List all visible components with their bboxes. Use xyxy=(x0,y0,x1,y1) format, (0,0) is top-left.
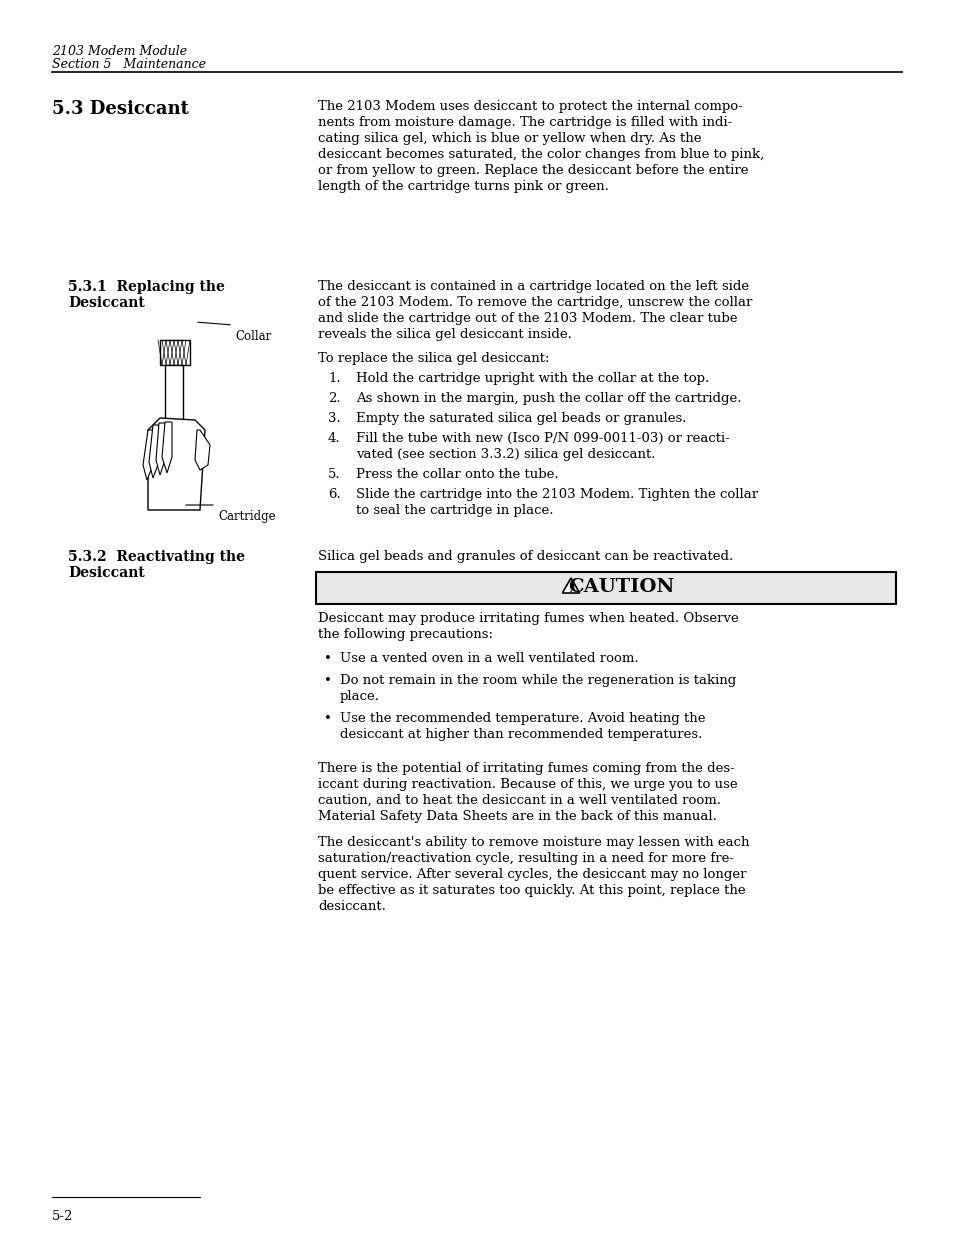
Text: and slide the cartridge out of the 2103 Modem. The clear tube: and slide the cartridge out of the 2103 … xyxy=(317,312,737,325)
Text: be effective as it saturates too quickly. At this point, replace the: be effective as it saturates too quickly… xyxy=(317,884,745,897)
Text: or from yellow to green. Replace the desiccant before the entire: or from yellow to green. Replace the des… xyxy=(317,164,748,177)
Text: 2.: 2. xyxy=(328,391,340,405)
Text: length of the cartridge turns pink or green.: length of the cartridge turns pink or gr… xyxy=(317,180,608,193)
Text: 5.3.1  Replacing the: 5.3.1 Replacing the xyxy=(68,280,225,294)
Polygon shape xyxy=(162,422,172,473)
Text: Fill the tube with new (Isco P/N 099-0011-03) or reacti-: Fill the tube with new (Isco P/N 099-001… xyxy=(355,432,729,445)
Text: Empty the saturated silica gel beads or granules.: Empty the saturated silica gel beads or … xyxy=(355,412,686,425)
Polygon shape xyxy=(194,430,210,471)
Text: Press the collar onto the tube.: Press the collar onto the tube. xyxy=(355,468,558,480)
Polygon shape xyxy=(143,430,152,480)
Text: 5.3.2  Reactivating the: 5.3.2 Reactivating the xyxy=(68,550,245,564)
Text: Desiccant may produce irritating fumes when heated. Observe: Desiccant may produce irritating fumes w… xyxy=(317,613,738,625)
Text: desiccant at higher than recommended temperatures.: desiccant at higher than recommended tem… xyxy=(339,727,701,741)
Text: Cartridge: Cartridge xyxy=(218,510,275,522)
Text: Desiccant: Desiccant xyxy=(68,566,145,580)
Text: Material Safety Data Sheets are in the back of this manual.: Material Safety Data Sheets are in the b… xyxy=(317,810,716,823)
Text: quent service. After several cycles, the desiccant may no longer: quent service. After several cycles, the… xyxy=(317,868,745,881)
Bar xyxy=(315,572,895,604)
Text: Collar: Collar xyxy=(234,330,271,343)
Text: 1.: 1. xyxy=(328,372,340,385)
Text: 3.: 3. xyxy=(328,412,340,425)
Text: Desiccant: Desiccant xyxy=(68,296,145,310)
Text: Section 5   Maintenance: Section 5 Maintenance xyxy=(52,58,206,70)
Polygon shape xyxy=(148,417,205,510)
Text: The desiccant is contained in a cartridge located on the left side: The desiccant is contained in a cartridg… xyxy=(317,280,748,293)
Text: caution, and to heat the desiccant in a well ventilated room.: caution, and to heat the desiccant in a … xyxy=(317,794,720,806)
Text: As shown in the margin, push the collar off the cartridge.: As shown in the margin, push the collar … xyxy=(355,391,740,405)
Text: vated (see section 3.3.2) silica gel desiccant.: vated (see section 3.3.2) silica gel des… xyxy=(355,448,655,461)
Text: 6.: 6. xyxy=(328,488,340,501)
Text: Silica gel beads and granules of desiccant can be reactivated.: Silica gel beads and granules of desicca… xyxy=(317,550,733,563)
Text: Slide the cartridge into the 2103 Modem. Tighten the collar: Slide the cartridge into the 2103 Modem.… xyxy=(355,488,758,501)
Polygon shape xyxy=(149,425,159,478)
Text: Use the recommended temperature. Avoid heating the: Use the recommended temperature. Avoid h… xyxy=(339,713,705,725)
Text: CAUTION: CAUTION xyxy=(567,578,674,597)
Polygon shape xyxy=(156,424,165,475)
Text: 5-2: 5-2 xyxy=(52,1210,73,1223)
Text: !: ! xyxy=(568,584,573,594)
Text: 5.3 Desiccant: 5.3 Desiccant xyxy=(52,100,189,119)
Text: Hold the cartridge upright with the collar at the top.: Hold the cartridge upright with the coll… xyxy=(355,372,708,385)
Text: place.: place. xyxy=(339,690,379,703)
Bar xyxy=(165,366,183,480)
Text: nents from moisture damage. The cartridge is filled with indi-: nents from moisture damage. The cartridg… xyxy=(317,116,732,128)
Text: The desiccant's ability to remove moisture may lessen with each: The desiccant's ability to remove moistu… xyxy=(317,836,749,848)
Text: desiccant.: desiccant. xyxy=(317,900,385,913)
Text: saturation/reactivation cycle, resulting in a need for more fre-: saturation/reactivation cycle, resulting… xyxy=(317,852,733,864)
Text: 4.: 4. xyxy=(328,432,340,445)
Text: Use a vented oven in a well ventilated room.: Use a vented oven in a well ventilated r… xyxy=(339,652,638,664)
Polygon shape xyxy=(561,578,579,593)
Text: •: • xyxy=(324,713,332,725)
Text: the following precautions:: the following precautions: xyxy=(317,629,493,641)
Text: The 2103 Modem uses desiccant to protect the internal compo-: The 2103 Modem uses desiccant to protect… xyxy=(317,100,742,112)
Text: •: • xyxy=(324,652,332,664)
Text: 5.: 5. xyxy=(328,468,340,480)
Text: iccant during reactivation. Because of this, we urge you to use: iccant during reactivation. Because of t… xyxy=(317,778,737,790)
Text: to seal the cartridge in place.: to seal the cartridge in place. xyxy=(355,504,553,517)
Text: 2103 Modem Module: 2103 Modem Module xyxy=(52,44,187,58)
Text: Do not remain in the room while the regeneration is taking: Do not remain in the room while the rege… xyxy=(339,674,736,687)
Text: There is the potential of irritating fumes coming from the des-: There is the potential of irritating fum… xyxy=(317,762,734,776)
Text: To replace the silica gel desiccant:: To replace the silica gel desiccant: xyxy=(317,352,549,366)
Text: •: • xyxy=(324,674,332,687)
Bar xyxy=(160,340,190,366)
Text: reveals the silica gel desiccant inside.: reveals the silica gel desiccant inside. xyxy=(317,329,571,341)
Text: of the 2103 Modem. To remove the cartridge, unscrew the collar: of the 2103 Modem. To remove the cartrid… xyxy=(317,296,752,309)
Text: cating silica gel, which is blue or yellow when dry. As the: cating silica gel, which is blue or yell… xyxy=(317,132,700,144)
Text: desiccant becomes saturated, the color changes from blue to pink,: desiccant becomes saturated, the color c… xyxy=(317,148,763,161)
